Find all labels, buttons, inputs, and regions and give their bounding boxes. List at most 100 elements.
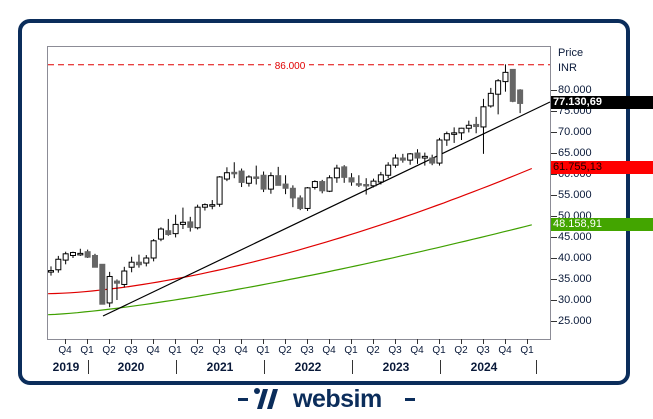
candle-up xyxy=(128,261,135,268)
candle-down xyxy=(113,280,120,284)
x-quarter-label: Q4 xyxy=(234,345,248,356)
candle-down xyxy=(135,261,142,266)
candle-up xyxy=(69,252,76,256)
x-year-separator xyxy=(440,360,441,374)
candle-up xyxy=(333,167,340,179)
candle-down xyxy=(355,183,362,186)
candle-up xyxy=(465,124,472,129)
x-tick xyxy=(307,339,308,344)
candle-up xyxy=(421,155,428,159)
candle-up xyxy=(216,176,223,205)
candle-down xyxy=(429,157,436,164)
trendline xyxy=(102,101,551,317)
candle-up xyxy=(436,139,443,164)
price-tag: 48.158,91 xyxy=(551,217,653,231)
candle-up xyxy=(172,223,179,235)
x-quarter-label: Q1 xyxy=(256,345,270,356)
y-tick-label: 35.000 xyxy=(551,273,592,285)
candle-down xyxy=(517,89,524,104)
price-tag: 77.130,69 xyxy=(551,96,653,110)
x-year-label: 2021 xyxy=(206,360,234,374)
candle-up xyxy=(480,106,487,128)
x-tick xyxy=(417,339,418,344)
x-tick xyxy=(197,339,198,344)
x-tick xyxy=(373,339,374,344)
candle-down xyxy=(289,187,296,199)
candle-up xyxy=(385,164,392,176)
x-quarter-label: Q3 xyxy=(212,345,226,356)
candle-down xyxy=(275,175,282,186)
y-tick-label: 80.000 xyxy=(551,84,592,96)
candle-up xyxy=(487,92,494,107)
x-tick xyxy=(351,339,352,344)
candle-up xyxy=(304,187,311,209)
candle-down xyxy=(319,181,326,192)
x-quarter-label: Q1 xyxy=(168,345,182,356)
x-year-separator xyxy=(536,360,537,374)
x-tick xyxy=(65,339,66,344)
candle-up xyxy=(392,157,399,166)
candle-up xyxy=(443,133,450,141)
x-quarter-label: Q3 xyxy=(388,345,402,356)
candle-up xyxy=(106,275,113,304)
x-quarter-label: Q3 xyxy=(476,345,490,356)
candle-up xyxy=(55,258,62,271)
brand-name: websim xyxy=(293,384,382,413)
x-tick xyxy=(505,339,506,344)
x-tick xyxy=(263,339,264,344)
x-tick xyxy=(461,339,462,344)
candle-down xyxy=(187,221,194,228)
y-axis-currency: INR xyxy=(558,62,577,74)
y-tick-label: 25.000 xyxy=(551,315,592,327)
candle-up xyxy=(194,206,201,229)
moving-average-red xyxy=(48,167,533,295)
candle-down xyxy=(399,157,406,161)
x-quarter-label: Q1 xyxy=(432,345,446,356)
candle-down xyxy=(91,254,98,268)
candle-up xyxy=(179,221,186,225)
x-quarter-label: Q4 xyxy=(58,345,72,356)
candle-up xyxy=(201,204,208,208)
x-quarter-label: Q4 xyxy=(498,345,512,356)
candle-up xyxy=(311,181,318,188)
candle-up xyxy=(502,71,509,83)
candle-up xyxy=(143,257,150,264)
x-tick xyxy=(439,339,440,344)
x-year-separator xyxy=(352,360,353,374)
x-year-label: 2023 xyxy=(382,360,410,374)
candle-up xyxy=(326,177,333,192)
x-quarter-label: Q2 xyxy=(102,345,116,356)
chart-frame xyxy=(18,19,630,385)
y-tick-label: 65.000 xyxy=(551,147,592,159)
x-tick xyxy=(241,339,242,344)
x-quarter-label: Q1 xyxy=(80,345,94,356)
candle-down xyxy=(341,166,348,178)
resistance-label: 86.000 xyxy=(275,61,306,72)
candle-up xyxy=(458,127,465,134)
x-tick xyxy=(329,339,330,344)
candle-up xyxy=(407,153,414,161)
x-quarter-label: Q2 xyxy=(278,345,292,356)
candle-up xyxy=(121,270,128,285)
candle-down xyxy=(297,197,304,209)
x-quarter-label: Q3 xyxy=(124,345,138,356)
candle-down xyxy=(363,184,370,187)
candle-up xyxy=(150,240,157,259)
x-year-label: 2020 xyxy=(117,360,145,374)
x-tick xyxy=(109,339,110,344)
x-year-separator xyxy=(88,360,89,374)
candle-down xyxy=(282,183,289,189)
candle-up xyxy=(157,228,164,240)
logo-dash-left xyxy=(238,398,248,401)
candle-up xyxy=(245,176,252,184)
plot-area xyxy=(47,46,551,340)
y-tick-label: 70.000 xyxy=(551,126,592,138)
candle-up xyxy=(223,172,230,180)
candle-down xyxy=(509,68,516,102)
price-tag: 61.755,13 xyxy=(551,160,653,174)
x-year-label: 2024 xyxy=(470,360,498,374)
candle-up xyxy=(267,175,274,190)
x-year-separator xyxy=(176,360,177,374)
candle-up xyxy=(495,80,502,95)
